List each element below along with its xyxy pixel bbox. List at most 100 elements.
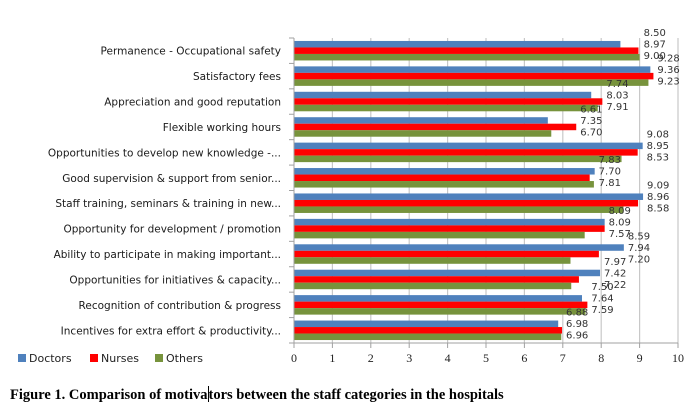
bar-doctors <box>294 142 643 150</box>
bar-nurses <box>294 276 579 283</box>
value-label: 9.36 <box>657 65 679 76</box>
x-tick-label: 0 <box>291 351 297 365</box>
category-label: Satisfactory fees <box>193 71 281 83</box>
bars <box>294 40 654 341</box>
value-label: 9.23 <box>657 76 679 87</box>
bar-doctors <box>294 295 582 302</box>
value-label: 6.61 <box>580 104 602 115</box>
axes <box>289 37 679 348</box>
bar-others <box>294 257 571 264</box>
bar-nurses <box>294 199 639 207</box>
value-label: 7.70 <box>599 167 621 178</box>
value-label: 8.50 <box>644 28 666 39</box>
value-label: 7.42 <box>604 268 626 279</box>
bar-others <box>294 181 594 188</box>
category-label: Flexible working hours <box>163 122 281 134</box>
bar-others <box>294 53 640 61</box>
bar-doctors <box>294 244 624 251</box>
bar-nurses <box>294 123 577 131</box>
value-label: 7.81 <box>599 178 621 189</box>
value-labels: 8.508.979.009.289.369.23 7.748.037.91 6.61… <box>566 28 680 342</box>
value-label: 8.58 <box>647 204 669 215</box>
figure-caption: Figure 1. Comparison of motivators betwe… <box>10 386 504 404</box>
value-label: 8.97 <box>644 40 666 51</box>
category-label: Recognition of contribution & progress <box>79 300 281 312</box>
gridlines <box>331 38 679 343</box>
category-label: Staff training, seminars & training in n… <box>55 198 281 210</box>
value-label: 8.95 <box>647 141 669 152</box>
x-tick-label: 7 <box>560 351 566 365</box>
value-label: 9.09 <box>647 181 669 192</box>
bar-others <box>294 282 572 290</box>
legend-swatch-nurses <box>90 354 98 362</box>
bar-others <box>294 79 649 86</box>
value-label: 8.96 <box>647 192 669 203</box>
value-label: 8.03 <box>606 90 628 101</box>
value-label: 9.08 <box>647 130 669 141</box>
category-label: Good supervision & support from senior..… <box>62 173 281 185</box>
bar-doctors <box>294 66 651 73</box>
value-label: 7.97 <box>604 257 626 268</box>
value-label: 8.53 <box>647 153 669 164</box>
value-label: 7.64 <box>591 294 613 305</box>
bar-others <box>294 333 562 341</box>
x-tick-label: 3 <box>406 351 412 365</box>
value-label: 7.83 <box>599 155 621 166</box>
category-label: Incentives for extra effort & productivi… <box>61 325 281 337</box>
category-label: Ability to participate in making importa… <box>54 249 281 261</box>
value-label: 9.00 <box>644 51 666 62</box>
value-label: 7.22 <box>604 280 626 291</box>
category-label: Permanence - Occupational safety <box>101 46 281 58</box>
bar-others <box>294 104 598 112</box>
x-tick-labels: 0 1 2 3 4 5 6 7 8 9 10 <box>291 351 684 365</box>
bar-others <box>294 155 622 163</box>
bar-nurses <box>294 149 638 156</box>
value-label: 7.94 <box>628 243 650 254</box>
bar-nurses <box>294 98 603 105</box>
value-label: 7.20 <box>628 254 650 265</box>
bar-nurses <box>294 47 639 54</box>
x-tick-label: 10 <box>672 351 684 365</box>
text-cursor <box>207 386 209 402</box>
bar-chart: Permanence - Occupational safety Satisfac… <box>18 28 684 365</box>
x-tick-label: 8 <box>598 351 604 365</box>
legend: Doctors Nurses Others <box>18 352 203 365</box>
bar-doctors <box>294 320 559 328</box>
caption-text-end: tors between the staff categories in the… <box>208 387 504 403</box>
value-label: 8.59 <box>628 231 650 242</box>
bar-others <box>294 308 586 315</box>
category-label: Opportunity for development / promotion <box>63 224 281 236</box>
bar-doctors <box>294 117 548 124</box>
bar-doctors <box>294 193 644 200</box>
x-tick-label: 4 <box>445 351 451 365</box>
value-label: 9.28 <box>657 53 679 64</box>
bar-nurses <box>294 250 599 258</box>
legend-label-others: Others <box>166 352 203 365</box>
legend-swatch-others <box>155 354 163 362</box>
x-tick-label: 5 <box>483 351 489 365</box>
value-label: 7.35 <box>580 116 602 127</box>
value-label: 6.96 <box>566 331 588 342</box>
bar-others <box>294 231 585 239</box>
value-label: 7.57 <box>609 229 631 240</box>
value-label: 7.91 <box>606 102 628 113</box>
value-label: 7.50 <box>591 282 613 293</box>
value-label: 8.09 <box>609 217 631 228</box>
value-label: 8.09 <box>609 206 631 217</box>
bar-doctors <box>294 269 601 277</box>
x-tick-label: 1 <box>329 351 335 365</box>
x-tick-label: 6 <box>521 351 527 365</box>
value-label: 7.59 <box>591 305 613 316</box>
bar-others <box>294 130 552 137</box>
x-tick-label: 2 <box>368 351 374 365</box>
value-label: 6.98 <box>566 319 588 330</box>
bar-nurses <box>294 301 588 309</box>
category-labels: Permanence - Occupational safety Satisfac… <box>48 46 281 338</box>
bar-doctors <box>294 218 605 226</box>
legend-label-nurses: Nurses <box>101 352 139 365</box>
value-label: 7.74 <box>606 79 628 90</box>
category-label: Opportunities for initiatives & capacity… <box>69 274 281 286</box>
x-tick-label: 9 <box>637 351 643 365</box>
bar-doctors <box>294 40 621 48</box>
category-label: Appreciation and good reputation <box>104 97 281 109</box>
